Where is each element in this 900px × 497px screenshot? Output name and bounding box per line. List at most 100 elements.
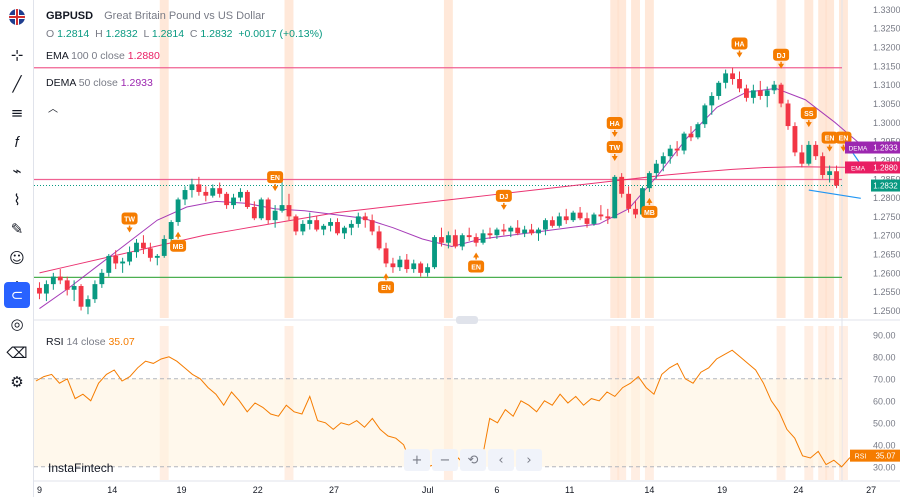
candle-body [258, 199, 264, 219]
candle-body [383, 248, 389, 264]
candle-body [598, 214, 604, 217]
ema-legend[interactable]: EMA 100 0 close 1.2880 [46, 50, 160, 62]
plus-icon[interactable]: + [404, 449, 430, 471]
symbol-legend: GBPUSD Great Britain Pound vs US Dollar [46, 10, 265, 22]
signal-badge [468, 260, 485, 273]
magnet-icon[interactable]: ⊂ [4, 282, 30, 308]
candle-body [189, 184, 195, 191]
reset-icon[interactable]: ⟲ [460, 449, 486, 471]
rsi-legend[interactable]: RSI 14 close 35.07 [46, 336, 135, 348]
text-fx-icon[interactable]: 𝑓 [14, 133, 20, 151]
drawing-toolbar: ⊹ ╱ ≡ 𝑓 ⌁ ⌇ ✎ ☺ ⋀ ⊂ ◎ ⌫ ⚙ [0, 0, 34, 497]
minus-icon[interactable]: − [432, 449, 458, 471]
candle-body [501, 229, 507, 232]
fib-icon[interactable]: ≡ [10, 104, 24, 122]
signal-marker-en: EN [821, 131, 838, 152]
candle-body [127, 252, 132, 262]
down-arrow-icon [126, 227, 133, 233]
close-label: C [189, 28, 198, 40]
signal-badge [731, 37, 748, 50]
price-tag [871, 179, 900, 192]
brush-icon[interactable]: ⌁ [12, 162, 22, 180]
signal-label: MB [644, 210, 655, 217]
price-tick-label: 1.3050 [873, 99, 900, 109]
time-tick-label: 19 [177, 485, 187, 495]
signal-badge [495, 189, 512, 202]
measure-icon[interactable]: ⌇ [13, 191, 21, 209]
candle-body [820, 156, 826, 175]
scroll-left-icon[interactable]: ‹ [488, 449, 514, 471]
candle-body [445, 235, 451, 243]
candle-body [626, 193, 632, 209]
highlight-band [443, 0, 453, 318]
candle-body [37, 287, 42, 294]
candle-body [487, 233, 493, 236]
price-tick-label: 1.2650 [873, 250, 900, 260]
candle-body [300, 223, 306, 232]
ema-value: 1.2880 [127, 50, 160, 62]
pane-resize-handle[interactable] [456, 316, 478, 324]
low-label: L [143, 28, 149, 40]
dema-legend[interactable]: DEMA 50 close 1.2933 [46, 77, 153, 89]
time-tick-label: 27 [866, 485, 876, 495]
eye-lock-icon[interactable]: ◎ [10, 315, 24, 333]
candle-body [328, 222, 333, 226]
candle-body [411, 263, 417, 270]
signal-marker-tw: TW [606, 140, 623, 161]
price-tick-label: 1.3000 [873, 118, 900, 128]
ema-params: 100 0 close [71, 50, 125, 62]
candle-body [362, 216, 368, 221]
down-arrow-icon [736, 52, 743, 58]
crosshair-icon[interactable]: ⊹ [10, 46, 24, 64]
indicator-tag [845, 161, 871, 174]
signal-badge [641, 205, 658, 218]
candle-body [813, 144, 819, 157]
price-tick-label: 1.2550 [873, 287, 900, 297]
candle-body [646, 173, 652, 189]
candle-body [397, 259, 403, 268]
open-label: O [46, 28, 55, 40]
up-arrow-icon [473, 252, 480, 258]
pencil-icon[interactable]: ✎ [10, 220, 24, 238]
emoji-icon[interactable]: ☺ [9, 249, 25, 267]
price-tick-label: 1.2900 [873, 155, 900, 165]
settings-icon[interactable]: ⚙ [10, 373, 24, 391]
indicator-tag [845, 141, 871, 154]
candle-body [834, 171, 839, 186]
candle-body [764, 90, 770, 96]
candle-body [369, 220, 375, 232]
candle-body [231, 197, 236, 206]
flag-gb-icon[interactable] [9, 9, 25, 25]
price-tick-label: 1.2800 [873, 193, 900, 203]
candle-body [390, 263, 396, 268]
trend-line-icon[interactable]: ╱ [12, 75, 22, 93]
up-arrow-icon [175, 231, 182, 237]
chevron-up-icon[interactable]: ︿ [48, 104, 58, 115]
candle-body [314, 220, 320, 230]
candle-body [827, 171, 833, 175]
candle-body [244, 191, 250, 207]
time-tick-label: 22 [253, 485, 263, 495]
signal-label: SS [804, 111, 814, 118]
candle-body [563, 216, 569, 221]
candle-body [238, 191, 243, 198]
scroll-right-icon[interactable]: › [516, 449, 542, 471]
rsi-tick-label: 30.00 [873, 462, 896, 472]
symbol-code[interactable]: GBPUSD [46, 10, 94, 22]
candle-body [667, 148, 673, 157]
candle-body [674, 148, 680, 151]
time-tick-label: 11 [565, 485, 574, 495]
last-price-label: 1.2832 [871, 179, 900, 192]
symbol-name: Great Britain Pound vs US Dollar [104, 10, 265, 22]
candle-body [432, 237, 437, 268]
candle-body [251, 206, 257, 219]
signal-label: HA [734, 42, 744, 49]
trash-icon[interactable]: ⌫ [6, 344, 28, 362]
candle-body [757, 90, 763, 96]
candle-body [522, 229, 528, 234]
signal-marker-ha: HA [731, 37, 748, 58]
candle-body [716, 82, 722, 96]
time-tick-label: 6 [494, 485, 499, 495]
candle-body [106, 255, 112, 273]
